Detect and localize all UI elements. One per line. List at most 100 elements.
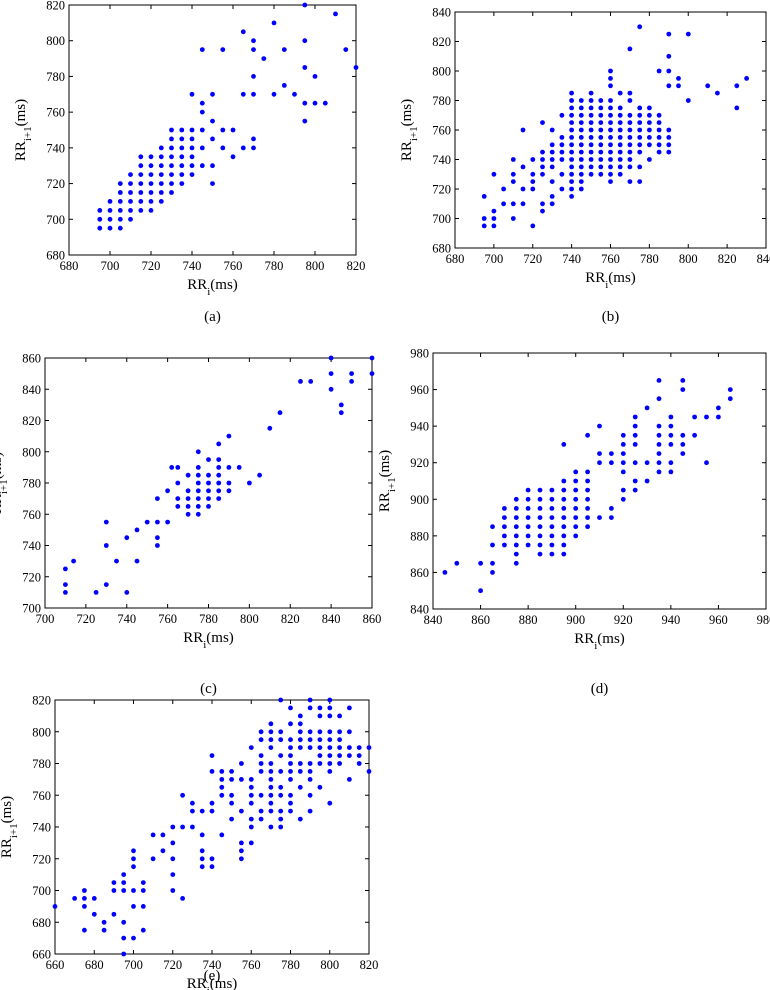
data-point [540, 120, 545, 125]
panel-caption: (b) [602, 309, 620, 325]
data-point [502, 533, 507, 539]
data-point [251, 91, 256, 97]
x-tick-label: 680 [85, 958, 104, 972]
data-point [185, 511, 191, 517]
data-point [549, 149, 555, 155]
data-point [160, 832, 166, 838]
data-point [216, 480, 222, 486]
data-point [637, 142, 643, 148]
data-point [229, 816, 235, 822]
data-point [744, 76, 749, 81]
data-point [248, 800, 254, 806]
data-point [103, 519, 109, 525]
data-point [239, 808, 244, 814]
data-point [620, 469, 626, 475]
data-point [97, 208, 103, 213]
data-point [549, 201, 555, 207]
data-point [481, 216, 487, 221]
data-point [169, 145, 174, 151]
y-tick-label: 780 [46, 70, 65, 84]
data-point [220, 127, 226, 133]
data-point [229, 777, 235, 782]
data-point [251, 47, 256, 52]
data-point [617, 142, 623, 148]
data-point [199, 848, 205, 854]
data-point [525, 496, 531, 502]
data-point [549, 542, 555, 548]
data-point [216, 457, 222, 462]
data-point [537, 487, 543, 493]
data-point [530, 179, 536, 185]
data-point [169, 154, 174, 160]
data-point [513, 533, 519, 539]
data-point [210, 163, 215, 169]
panel-caption: (e) [204, 968, 221, 984]
y-tick-label: 760 [22, 508, 41, 522]
x-tick-label: 720 [77, 612, 96, 626]
data-point [288, 753, 293, 758]
y-tick-label: 760 [432, 124, 451, 138]
data-point [317, 753, 323, 758]
data-point [101, 927, 107, 933]
y-tick-label: 720 [22, 570, 41, 584]
data-point [179, 163, 185, 169]
x-tick-label: 860 [363, 612, 382, 626]
y-tick-label: 680 [46, 249, 65, 263]
y-axis-label: RRi+1(ms) [399, 99, 420, 161]
data-point [637, 149, 643, 155]
plot-frame [432, 352, 767, 610]
y-axis-label-subscript: i+1 [408, 126, 420, 141]
data-point [598, 127, 604, 133]
data-point [491, 223, 497, 229]
data-point [317, 761, 323, 766]
x-tick-label: 760 [224, 259, 243, 273]
y-axis-label-base: RR [0, 494, 5, 514]
panel-e: 660 680 700 720 740 760 780 800 820 660 680 700 720 7… [0, 694, 378, 990]
x-axis-label-base: RR [574, 631, 594, 647]
y-axis-label-subscript: i+1 [22, 126, 34, 141]
data-point [248, 840, 254, 846]
data-point [288, 737, 293, 743]
data-point [117, 225, 123, 231]
data-point [620, 487, 626, 493]
data-point [647, 127, 652, 133]
data-point [454, 560, 460, 566]
data-point [128, 190, 133, 195]
x-tick-label: 940 [661, 613, 680, 627]
data-point [158, 145, 164, 151]
panel-a: 680 700 720 740 760 780 800 820 680 700 720 740 760 7… [13, 0, 365, 325]
data-point [114, 558, 119, 564]
data-point [302, 100, 308, 106]
data-point [609, 451, 614, 456]
x-tick-label: 660 [46, 958, 65, 972]
data-point [537, 533, 543, 539]
data-point [121, 919, 127, 925]
data-point [338, 402, 344, 408]
data-point [561, 487, 567, 493]
data-point [63, 566, 68, 572]
data-point [307, 808, 313, 814]
data-point [239, 848, 244, 854]
y-axis-label-base: RR [399, 141, 415, 161]
data-point [91, 896, 97, 901]
data-point [537, 506, 543, 511]
data-point [502, 515, 507, 520]
data-point [520, 186, 526, 192]
y-tick-label: 720 [46, 177, 65, 191]
data-point [561, 515, 567, 520]
data-point [549, 164, 555, 170]
data-point [620, 460, 626, 466]
data-point [258, 792, 264, 798]
data-point [549, 142, 555, 148]
data-point [540, 149, 545, 155]
data-point [111, 880, 117, 885]
data-point [530, 223, 536, 229]
data-point [627, 112, 633, 118]
data-point [627, 135, 633, 140]
data-point [617, 120, 623, 125]
data-point [705, 83, 711, 89]
data-point [278, 737, 284, 743]
data-point [537, 524, 543, 530]
data-point [569, 142, 574, 148]
data-point [297, 721, 303, 727]
